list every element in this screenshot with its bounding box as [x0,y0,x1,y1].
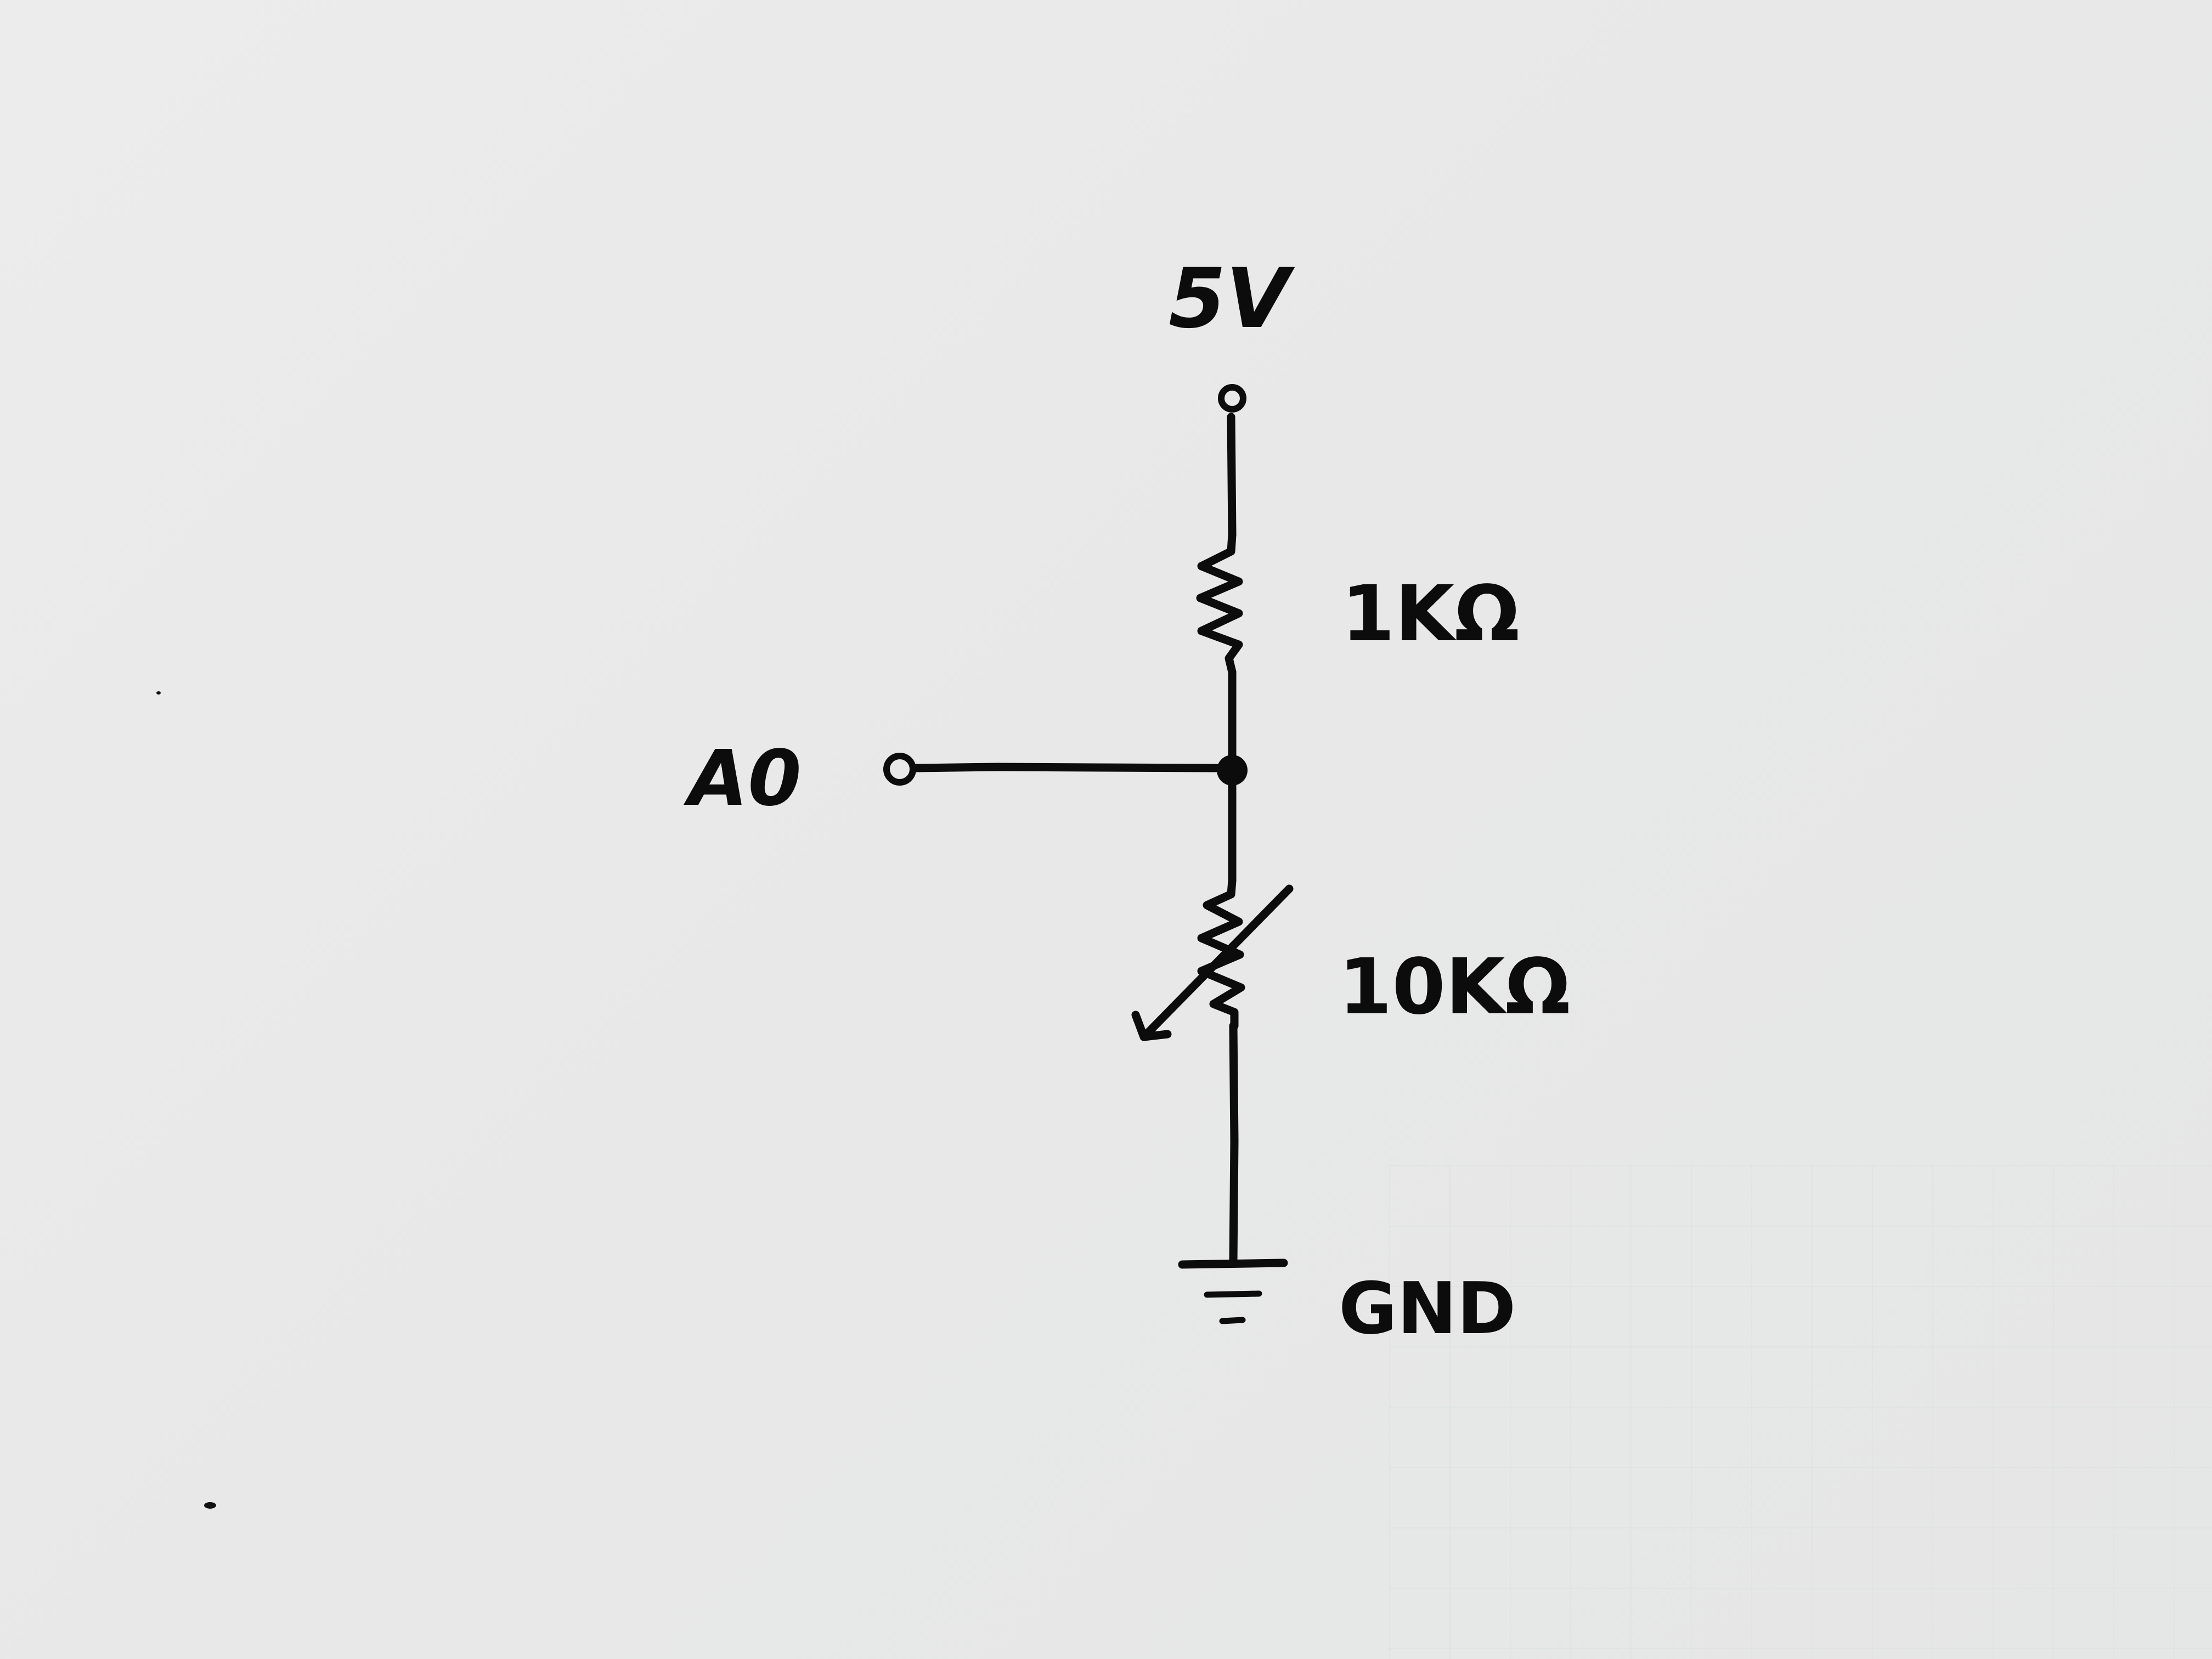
output-wire [911,763,1222,772]
resistor-1k [1196,531,1243,676]
junction-dot [1217,755,1248,786]
resistor-1k-label: 1KΩ [1341,569,1520,659]
ground-bar-1 [1178,1259,1288,1269]
variable-arrow-head [1131,1011,1172,1041]
supply-wire [1227,413,1237,539]
variable-arrow-line [1139,884,1294,1041]
supply-terminal [1218,384,1246,413]
ground-label: GND [1339,1267,1516,1350]
output-label: A0 [689,734,802,823]
ground-bar-3 [1219,1317,1246,1324]
resistor-10k-label: 10KΩ [1339,943,1571,1032]
ink-speck [156,691,161,695]
ground-wire [1229,1022,1239,1266]
ink-speck [204,1502,216,1509]
paper-grid [1389,1165,2212,1659]
supply-label: 5V [1169,251,1290,347]
output-terminal [883,753,916,786]
ground-bar-2 [1204,1290,1262,1298]
resistor-10k [1197,876,1245,1030]
